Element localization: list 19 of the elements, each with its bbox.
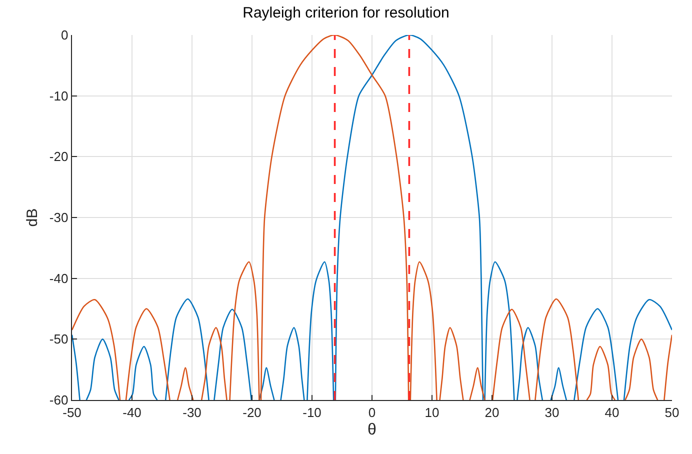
y-tick-label: -10 <box>49 88 68 104</box>
x-tick-label: -30 <box>182 404 202 420</box>
x-tick-label: 20 <box>484 404 500 420</box>
y-tick-label: 0 <box>60 28 68 43</box>
x-tick-label: -10 <box>302 404 322 420</box>
y-tick-label: -50 <box>49 332 68 347</box>
y-tick-label: -30 <box>49 210 68 226</box>
x-tick-label: 40 <box>604 404 620 420</box>
y-tick-label: -40 <box>49 270 68 286</box>
x-tick-label: -40 <box>122 404 142 420</box>
chart-title: Rayleigh criterion for resolution <box>242 4 450 22</box>
y-axis-title: dB <box>24 208 41 227</box>
x-tick-label: 0 <box>368 404 376 420</box>
x-tick-label: 10 <box>424 404 440 420</box>
x-tick-label: 50 <box>664 404 680 420</box>
x-axis-title: θ <box>368 421 377 438</box>
x-tick-label: -20 <box>242 404 262 420</box>
x-tick-label: 30 <box>544 404 560 420</box>
y-tick-label: -20 <box>49 149 68 164</box>
